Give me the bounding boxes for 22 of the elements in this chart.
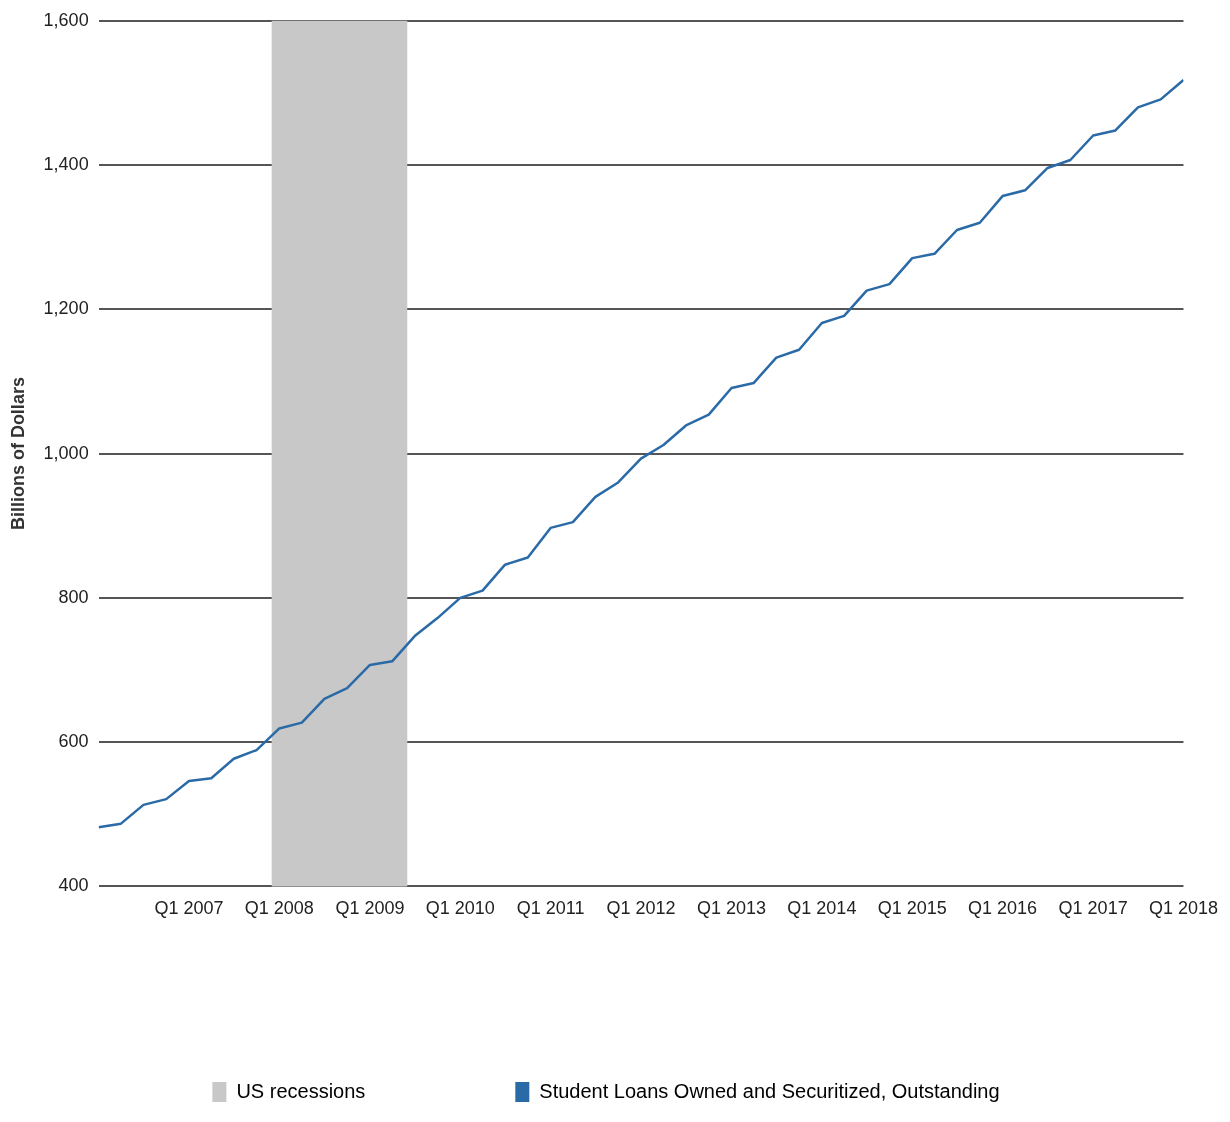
- x-tick-label: Q1 2016: [968, 898, 1038, 919]
- y-tick-label: 1,200: [43, 298, 89, 319]
- y-tick-label: 1,000: [43, 442, 89, 463]
- x-tick-label: Q1 2007: [154, 898, 224, 919]
- x-tick-label: Q1 2012: [606, 898, 676, 919]
- y-axis-title: Billions of Dollars: [7, 377, 28, 531]
- y-tick-label: 1,400: [43, 154, 89, 175]
- legend-label: Student Loans Owned and Securitized, Outstanding: [539, 1079, 1000, 1102]
- x-tick-label: Q1 2010: [425, 898, 495, 919]
- x-tick-label: Q1 2015: [877, 898, 947, 919]
- x-tick-label: Q1 2014: [787, 898, 857, 919]
- y-tick-label: 800: [58, 586, 89, 607]
- x-tick-label: Q1 2011: [516, 898, 585, 919]
- y-tick-label: 600: [58, 731, 89, 752]
- x-tick-label: Q1 2009: [335, 898, 405, 919]
- y-tick-label: 400: [58, 875, 89, 896]
- x-tick-label: Q1 2017: [1058, 898, 1128, 919]
- x-tick-label: Q1 2008: [244, 898, 314, 919]
- x-tick-label: Q1 2013: [696, 898, 767, 919]
- legend-label: US recessions: [236, 1079, 366, 1102]
- x-tick-label: Q1 2018: [1148, 898, 1218, 919]
- y-tick-label: 1,600: [43, 9, 89, 30]
